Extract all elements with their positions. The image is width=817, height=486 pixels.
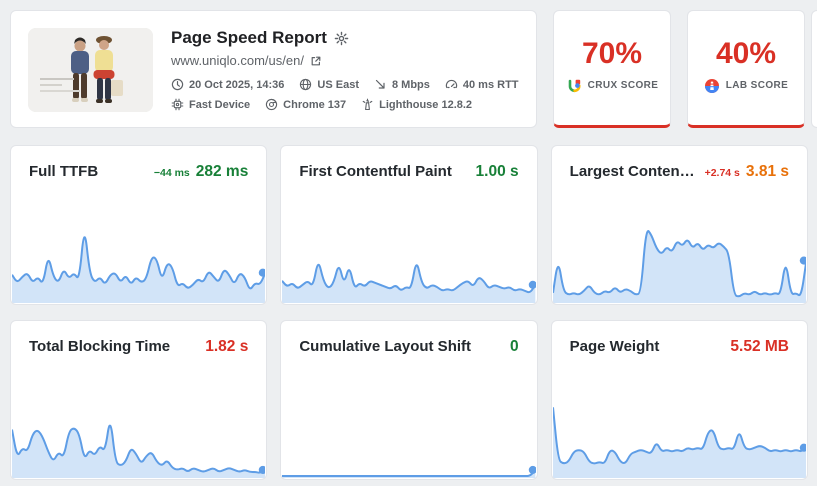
meta-browser-label: Chrome 137 [283,98,347,111]
metric-card-full-ttfb[interactable]: Full TTFB −44 ms 282 ms [10,145,268,305]
report-meta: 20 Oct 2025, 14:36 US East 8 Mbps [171,78,519,111]
settings-gear-icon[interactable] [334,31,349,46]
metric-value: 5.52 MB [730,338,789,355]
metric-title: Full TTFB [29,163,99,180]
page-url-link[interactable]: www.uniqlo.com/us/en/ [171,53,304,68]
meta-lighthouse-version-label: Lighthouse 12.8.2 [379,98,473,111]
metric-delta: +2.74 s [704,167,740,179]
partially-visible-card[interactable] [811,10,817,128]
metric-value: 3.81 s [745,163,789,180]
lab-score-value: 40% [715,36,777,70]
metric-card-page-weight[interactable]: Page Weight 5.52 MB [550,320,808,480]
site-thumbnail-image [28,28,153,112]
site-thumbnail [28,28,153,112]
globe-icon [300,78,312,91]
metric-card-total-blocking-time[interactable]: Total Blocking Time 1.82 s [10,320,268,480]
meta-device: Fast Device [171,98,250,111]
lab-score-card[interactable]: 40% LAB SCORE [687,10,805,128]
meta-datetime-label: 20 Oct 2025, 14:36 [189,78,285,91]
metric-card-first-contentful-paint[interactable]: First Contentful Paint 1.00 s [280,145,538,305]
rtt-gauge-icon [445,79,458,89]
crux-score-card[interactable]: 70% CRUX SCORE [553,10,671,128]
sparkline-chart [12,377,266,478]
sparkline-chart [282,465,536,478]
meta-browser: Chrome 137 [265,98,346,111]
meta-bandwidth: 8 Mbps [374,78,430,91]
meta-bandwidth-label: 8 Mbps [391,78,430,91]
crux-score-label: CRUX SCORE [587,80,659,91]
lighthouse-logo-icon [704,78,719,93]
meta-datetime: 20 Oct 2025, 14:36 [171,78,284,91]
metric-title: Cumulative Layout Shift [299,338,472,355]
metrics-grid: Full TTFB −44 ms 282 ms First Contentful… [10,145,808,480]
metric-title: Total Blocking Time [29,338,171,355]
meta-region: US East [299,78,359,91]
metric-value: 0 [510,338,519,355]
crux-logo-icon [568,79,581,92]
page-title: Page Speed Report [171,28,327,47]
report-header-card: Page Speed Report www.uniqlo.com/us/en/ [10,10,537,128]
sparkline-chart [552,377,806,478]
chrome-icon [266,98,278,111]
bandwidth-icon [375,79,385,89]
external-link-icon[interactable] [310,55,322,67]
metric-title: Largest Contentful Paint [569,163,697,180]
meta-rtt-label: 40 ms RTT [462,78,519,91]
device-chip-icon [171,98,184,111]
crux-score-value: 70% [581,36,643,70]
top-row: Page Speed Report www.uniqlo.com/us/en/ [10,10,805,128]
metric-card-largest-contentful-paint[interactable]: Largest Contentful Paint +2.74 s 3.81 s [550,145,808,305]
metric-title: Page Weight [569,338,660,355]
metric-value: 1.82 s [205,338,249,355]
lighthouse-icon [362,98,373,111]
metric-title: First Contentful Paint [299,163,452,180]
sparkline-chart [552,202,806,303]
clock-icon [171,78,184,91]
metric-card-cumulative-layout-shift[interactable]: Cumulative Layout Shift 0 [280,320,538,480]
meta-region-label: US East [317,78,359,91]
metric-value: 1.00 s [475,163,519,180]
sparkline-chart [12,202,266,303]
lab-score-label: LAB SCORE [725,80,789,91]
sparkline-chart [282,202,536,303]
metric-delta: −44 ms [153,167,190,179]
meta-rtt: 40 ms RTT [445,78,519,91]
metric-value: 282 ms [195,163,249,180]
report-header-info: Page Speed Report www.uniqlo.com/us/en/ [171,28,519,111]
meta-device-label: Fast Device [189,98,251,111]
meta-lighthouse-version: Lighthouse 12.8.2 [361,98,472,111]
